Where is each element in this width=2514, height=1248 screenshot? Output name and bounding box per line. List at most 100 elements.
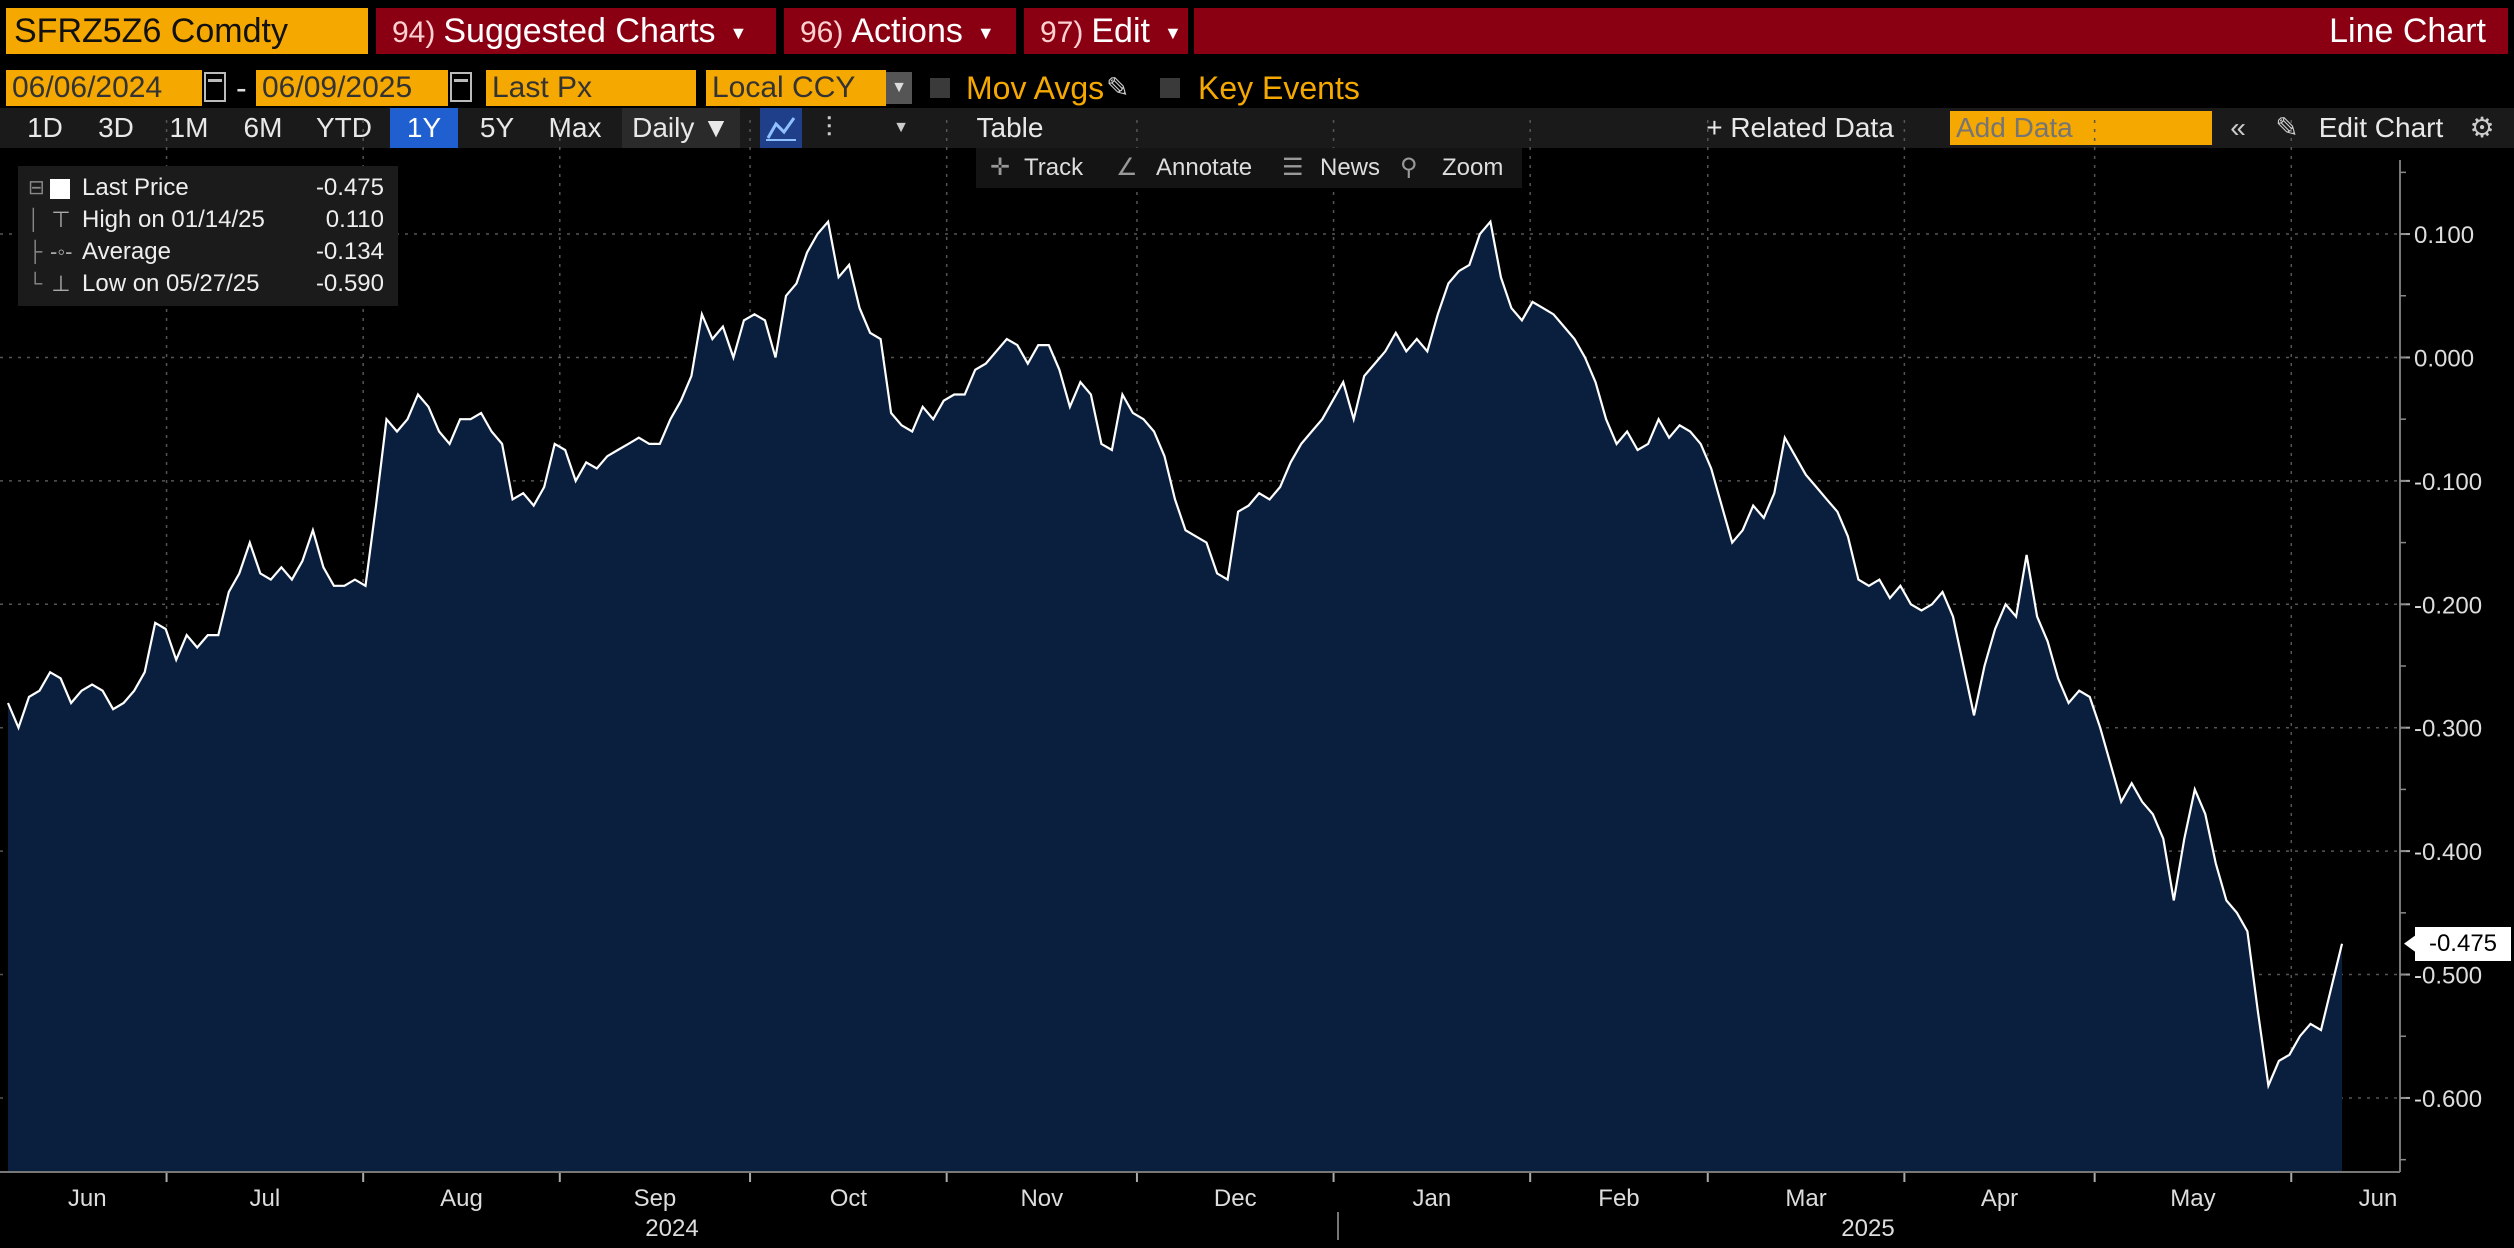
start-date-field[interactable]: 06/06/2024	[6, 70, 202, 106]
bar-chart-icon[interactable]: ⫶	[825, 112, 833, 143]
key-events-checkbox[interactable]	[1160, 78, 1180, 98]
menu-label: Suggested Charts	[443, 12, 716, 50]
chevron-down-icon[interactable]: ▼	[893, 119, 909, 136]
currency-selector[interactable]: Local CCY	[706, 70, 886, 106]
y-tick-label: 0.000	[2414, 345, 2474, 372]
end-date-field[interactable]: 06/09/2025	[256, 70, 448, 106]
x-axis: Jun Jul Aug Sep Oct Nov Dec Jan Feb Mar Apr May Jun 2…	[0, 1171, 2400, 1242]
low-marker-icon: ⊥	[51, 271, 71, 296]
annotate-tool[interactable]: Annotate	[1156, 154, 1253, 181]
last-price-tag: -0.475	[2415, 926, 2511, 961]
calendar-icon[interactable]	[450, 72, 472, 102]
legend-value: 0.110	[325, 206, 384, 233]
y-axis: 0.100 0.000 -0.100 -0.200 -0.300 -0.400 -0.500…	[2399, 160, 2482, 1172]
add-data-input[interactable]	[1950, 111, 2212, 145]
legend-label: Average	[82, 238, 171, 265]
actions-menu[interactable]: 96) Actions ▼	[784, 8, 1016, 54]
date-separator: -	[236, 70, 247, 106]
caret-down-icon: ▼	[976, 23, 995, 44]
menu-label: Edit	[1091, 12, 1150, 50]
x-month-label: Aug	[440, 1185, 483, 1212]
legend-label: Last Price	[82, 174, 189, 201]
legend-low: └ ⊥ Low on 05/27/25 -0.590	[18, 268, 398, 300]
title-bar: SFRZ5Z6 Comdty 94) Suggested Charts ▼ 96) A…	[0, 0, 2514, 58]
legend-value: -0.475	[315, 174, 384, 201]
zoom-icon[interactable]: ⚲	[1400, 154, 1418, 181]
x-month-label: Nov	[1020, 1185, 1063, 1212]
period-1y[interactable]: 1Y	[390, 108, 458, 148]
legend-label: High on 01/14/25	[82, 206, 265, 233]
x-month-label: Jan	[1413, 1185, 1452, 1212]
x-month-label: Apr	[1981, 1185, 2018, 1212]
y-tick-label: -0.600	[2414, 1086, 2482, 1113]
price-area-fill	[8, 221, 2342, 1172]
chart-type-label: Line Chart	[1194, 8, 2508, 54]
x-year-label: 2025	[1841, 1215, 1894, 1242]
period-5y[interactable]: 5Y	[479, 112, 515, 143]
menu-label: Actions	[851, 12, 963, 50]
zoom-tool[interactable]: Zoom	[1442, 154, 1504, 181]
line-chart-glyph	[766, 117, 796, 141]
legend-average: ├ -◦- Average -0.134	[18, 236, 398, 268]
tree-line-icon: ├	[28, 241, 43, 263]
menu-number: 97)	[1040, 16, 1084, 49]
x-month-label: Jun	[2359, 1185, 2398, 1212]
field-selector[interactable]: Last Px	[486, 70, 696, 106]
caret-down-icon: ▼	[729, 23, 748, 44]
legend-high: │ ⊤ High on 01/14/25 0.110	[18, 204, 398, 236]
legend-box[interactable]: ⊟ Last Price -0.475 │ ⊤ High on 01/14/25…	[18, 166, 398, 306]
frequency-selector[interactable]: Daily ▼	[622, 108, 740, 148]
menu-number: 94)	[392, 16, 436, 49]
pencil-icon[interactable]: ✎	[2275, 112, 2299, 143]
y-tick-label: -0.400	[2414, 839, 2482, 866]
caret-down-icon: ▼	[1163, 23, 1182, 44]
collapse-icon[interactable]: «	[2230, 112, 2246, 143]
legend-last-price: ⊟ Last Price -0.475	[18, 172, 398, 204]
period-toolbar: 1D 3D 1M 6M YTD 1Y 5Y Max Daily ▼ ⫶ ▼ Ta…	[0, 108, 2514, 148]
edit-menu[interactable]: 97) Edit ▼	[1024, 8, 1188, 54]
x-month-label: Mar	[1785, 1185, 1826, 1212]
tree-line-icon: └	[28, 273, 43, 295]
collapse-icon[interactable]: ⊟	[28, 177, 45, 199]
mov-avgs-checkbox[interactable]	[930, 78, 950, 98]
gear-icon[interactable]: ⚙	[2469, 112, 2495, 143]
period-6m[interactable]: 6M	[243, 112, 283, 143]
suggested-charts-menu[interactable]: 94) Suggested Charts ▼	[376, 8, 776, 54]
legend-value: -0.134	[315, 238, 384, 265]
related-data-button[interactable]: + Related Data	[1706, 112, 1894, 143]
period-3d[interactable]: 3D	[98, 112, 134, 143]
last-price-swatch	[50, 179, 70, 199]
x-month-label: Jul	[250, 1185, 281, 1212]
tree-line-icon: │	[28, 209, 41, 231]
table-button[interactable]: Table	[976, 112, 1044, 143]
menu-number: 96)	[800, 16, 844, 49]
y-tick-label: -0.300	[2414, 716, 2482, 743]
edit-chart-button[interactable]: Edit Chart	[2318, 112, 2444, 143]
annotate-icon[interactable]: ∠	[1116, 154, 1138, 181]
chevron-down-icon[interactable]: ▼	[886, 72, 912, 104]
high-marker-icon: ⊤	[51, 207, 71, 232]
period-max[interactable]: Max	[548, 112, 602, 143]
crosshair-icon[interactable]: ✛	[990, 154, 1011, 181]
period-1m[interactable]: 1M	[169, 112, 209, 143]
period-ytd[interactable]: YTD	[316, 112, 372, 143]
x-month-label: Jun	[68, 1185, 107, 1212]
period-1d[interactable]: 1D	[27, 112, 63, 143]
track-tool[interactable]: Track	[1024, 154, 1084, 181]
price-line	[6, 219, 2344, 1090]
mov-avgs-label[interactable]: Mov Avgs	[966, 70, 1105, 106]
ticker-field[interactable]: SFRZ5Z6 Comdty	[6, 8, 368, 54]
x-month-label: Sep	[634, 1185, 677, 1212]
average-marker-icon: -◦-	[50, 239, 73, 264]
y-tick-label: -0.500	[2414, 963, 2482, 990]
news-icon[interactable]: ☰	[1282, 154, 1304, 181]
legend-value: -0.590	[315, 270, 384, 297]
calendar-icon[interactable]	[204, 72, 226, 102]
pencil-icon[interactable]: ✎	[1106, 72, 1130, 103]
news-tool[interactable]: News	[1320, 154, 1381, 181]
x-year-label: 2024	[645, 1215, 698, 1242]
line-chart-icon[interactable]	[760, 108, 802, 148]
legend-label: Low on 05/27/25	[82, 270, 260, 297]
key-events-label[interactable]: Key Events	[1198, 70, 1360, 106]
